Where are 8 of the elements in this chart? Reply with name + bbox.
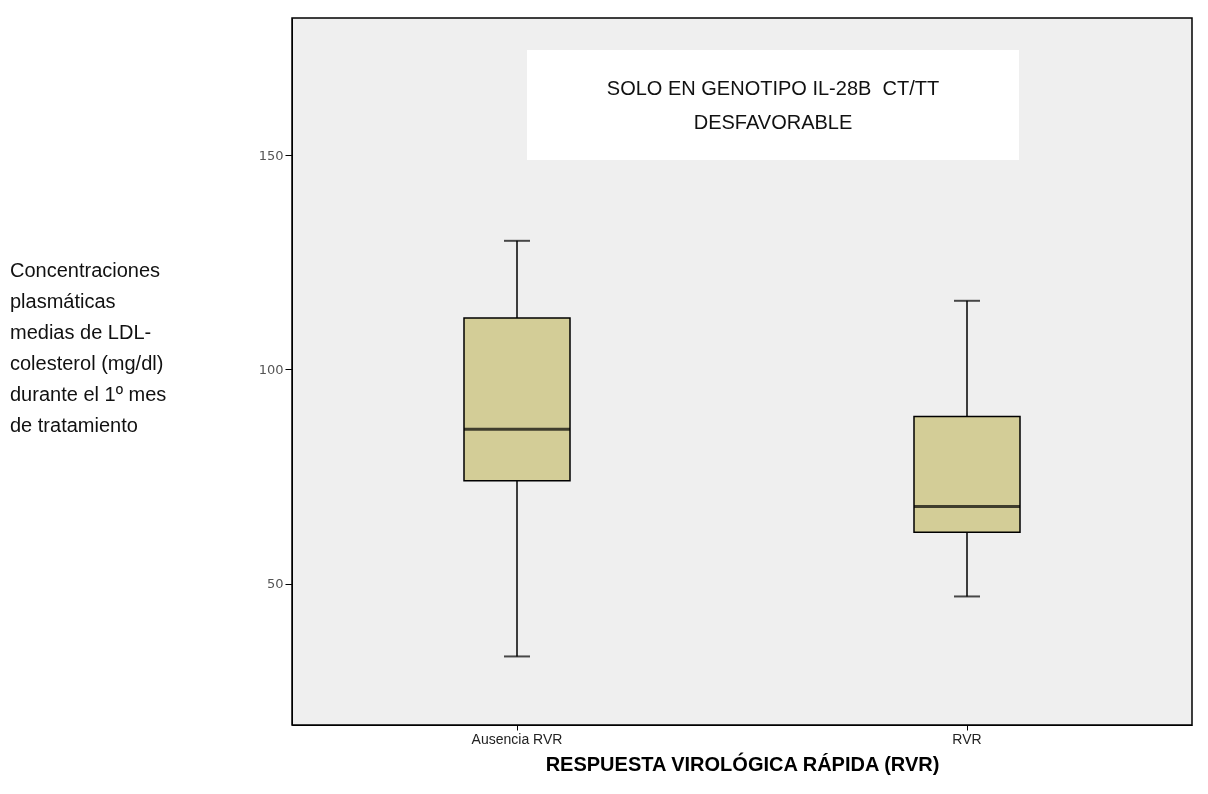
x-tick-label: RVR <box>952 730 982 747</box>
x-axis-title: RESPUESTA VIROLÓGICA RÁPIDA (RVR) <box>545 751 940 775</box>
text: SOLO EN GENOTIPO IL-28B CT/TT DESFAVORABLE <box>606 76 940 135</box>
y-tick-label: 100 <box>258 361 284 377</box>
x-tick-label: Ausencia RVR <box>471 730 563 747</box>
y-tick-label: 50 <box>266 576 284 592</box>
y-axis-title: Concentraciones plasmáticas medias de LDL-colesterol (mg/dl) durante el 1º mes de tratamiento <box>10 258 167 438</box>
y-tick-label: 150 <box>258 147 284 163</box>
